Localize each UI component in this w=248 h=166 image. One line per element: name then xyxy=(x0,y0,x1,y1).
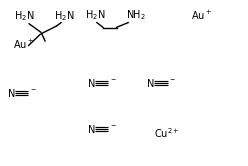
Text: $^{-}$: $^{-}$ xyxy=(110,122,117,131)
Text: H$_2$N: H$_2$N xyxy=(85,8,105,22)
Text: H$_2$N: H$_2$N xyxy=(54,9,74,23)
Text: N: N xyxy=(88,79,96,89)
Text: H$_2$N: H$_2$N xyxy=(14,9,35,23)
Text: $^{-}$: $^{-}$ xyxy=(110,76,117,85)
Text: NH$_2$: NH$_2$ xyxy=(126,8,146,22)
Text: Au$^+$: Au$^+$ xyxy=(13,38,34,51)
Text: Au$^+$: Au$^+$ xyxy=(190,9,212,22)
Text: $^{-}$: $^{-}$ xyxy=(169,76,176,85)
Text: N: N xyxy=(8,89,15,99)
Text: N: N xyxy=(88,125,96,135)
Text: $^{-}$: $^{-}$ xyxy=(30,86,36,95)
Text: N: N xyxy=(147,79,155,89)
Text: Cu$^{2+}$: Cu$^{2+}$ xyxy=(154,126,179,140)
